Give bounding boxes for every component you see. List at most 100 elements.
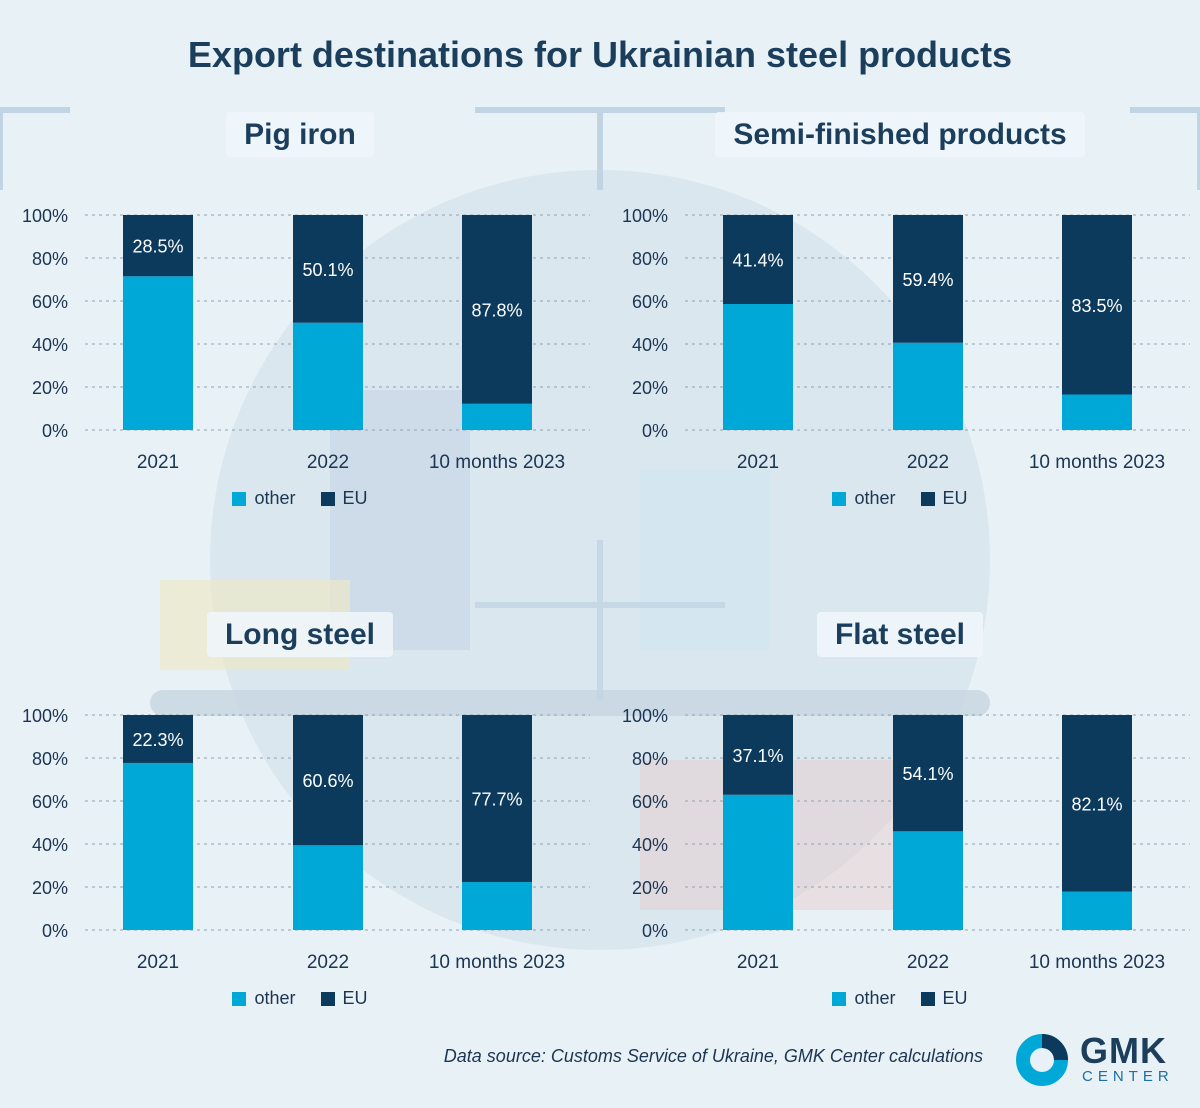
chart-long-steel: 100% 80% 60% 40% 20% 0% 22.3% 2021 60.6% 2022 77.7… — [22, 706, 590, 973]
legend-swatch-eu — [920, 991, 935, 1006]
y-tick-label: 80% — [632, 249, 668, 269]
legend-swatch-other — [832, 991, 847, 1006]
bar-eu — [123, 215, 193, 277]
y-tick-label: 20% — [632, 878, 668, 898]
x-tick-label: 2021 — [137, 452, 179, 473]
bar-eu — [462, 215, 532, 404]
y-tick-label: 60% — [632, 792, 668, 812]
bar-eu — [893, 215, 963, 343]
y-tick-label: 40% — [632, 335, 668, 355]
legend-swatch-other — [832, 491, 847, 506]
bar-eu — [293, 215, 363, 323]
data-label: 50.1% — [302, 260, 353, 280]
x-tick-label: 10 months 2023 — [1029, 952, 1165, 973]
y-tick-label: 0% — [642, 421, 668, 441]
bar-eu — [123, 715, 193, 763]
data-label: 82.1% — [1071, 794, 1122, 814]
y-tick-label: 100% — [22, 206, 68, 226]
legend-swatch-other — [232, 991, 247, 1006]
legend-item-eu: EU — [320, 988, 368, 1009]
y-tick-label: 40% — [32, 335, 68, 355]
y-tick-label: 60% — [32, 792, 68, 812]
data-label: 60.6% — [302, 771, 353, 791]
y-tick-label: 80% — [32, 249, 68, 269]
bar-other — [1062, 394, 1132, 430]
x-tick-label: 10 months 2023 — [1029, 452, 1165, 473]
bar-eu — [462, 715, 532, 883]
bar-other — [462, 403, 532, 430]
x-tick-label: 2021 — [137, 952, 179, 973]
legend-item-other: other — [832, 488, 896, 509]
y-tick-label: 20% — [32, 878, 68, 898]
panel-long-steel: Long steel 100% 80% 60% 40% 20% 0% 22.3% 2021 60… — [0, 600, 600, 1100]
chart-flat-steel: 100% 80% 60% 40% 20% 0% 37.1% 2021 54.1% 2022 82.1… — [622, 706, 1190, 973]
logo-ring-icon — [1016, 1034, 1068, 1086]
chart-semi-finished: 100% 80% 60% 40% 20% 0% 41.4% 2021 59.4% 2022 83.5… — [622, 206, 1190, 473]
bar-other — [893, 831, 963, 930]
panel-title: Long steel — [0, 612, 600, 657]
gmk-center-logo: GMK CENTER — [1014, 1030, 1184, 1090]
legend-swatch-eu — [320, 491, 335, 506]
y-tick-label: 20% — [632, 378, 668, 398]
legend-swatch-eu — [920, 491, 935, 506]
legend-swatch-other — [232, 491, 247, 506]
bar-other — [1062, 891, 1132, 930]
x-tick-label: 2022 — [907, 952, 949, 973]
data-label: 41.4% — [732, 251, 783, 271]
y-tick-label: 0% — [42, 421, 68, 441]
data-label: 37.1% — [732, 746, 783, 766]
legend: other EU — [0, 488, 600, 511]
x-tick-label: 2021 — [737, 452, 779, 473]
y-tick-label: 0% — [42, 921, 68, 941]
legend: other EU — [600, 988, 1200, 1011]
legend-item-eu: EU — [920, 988, 968, 1009]
bar-eu — [723, 715, 793, 795]
panel-title: Pig iron — [0, 112, 600, 157]
data-label: 77.7% — [471, 790, 522, 810]
bar-other — [462, 882, 532, 930]
chart-pig-iron: 100% 80% 60% 40% 20% 0% 28.5% 2021 50.1% 2022 87.8… — [22, 206, 590, 473]
bar-other — [893, 342, 963, 430]
y-tick-label: 60% — [632, 292, 668, 312]
bar-other — [723, 794, 793, 930]
page-title: Export destinations for Ukrainian steel … — [187, 34, 1013, 75]
panel-semi-finished: Semi-finished products 100% 80% 60% 40% 20% 0… — [600, 100, 1200, 600]
legend-item-other: other — [832, 988, 896, 1009]
data-label: 83.5% — [1071, 296, 1122, 316]
x-tick-label: 2022 — [307, 952, 349, 973]
y-tick-label: 100% — [622, 706, 668, 726]
bar-eu — [1062, 715, 1132, 892]
y-tick-label: 80% — [32, 749, 68, 769]
y-tick-label: 40% — [632, 835, 668, 855]
bar-other — [293, 845, 363, 930]
bar-other — [123, 762, 193, 930]
data-label: 28.5% — [132, 237, 183, 257]
y-tick-label: 0% — [642, 921, 668, 941]
bar-eu — [723, 215, 793, 305]
legend-swatch-eu — [320, 991, 335, 1006]
bar-other — [723, 304, 793, 430]
bar-eu — [293, 715, 363, 846]
data-label: 54.1% — [902, 764, 953, 784]
data-source-note: Data source: Customs Service of Ukraine,… — [443, 1046, 983, 1066]
x-tick-label: 2022 — [307, 452, 349, 473]
panel-title: Flat steel — [600, 612, 1200, 657]
data-label: 59.4% — [902, 270, 953, 290]
bar-eu — [893, 715, 963, 832]
legend-item-other: other — [232, 988, 296, 1009]
legend-item-other: other — [232, 488, 296, 509]
data-label: 22.3% — [132, 730, 183, 750]
data-label: 87.8% — [471, 300, 522, 320]
bar-other — [293, 322, 363, 430]
legend: other EU — [0, 988, 600, 1011]
panel-flat-steel: Flat steel 100% 80% 60% 40% 20% 0% 37.1% 2021 54… — [600, 600, 1200, 1100]
legend: other EU — [600, 488, 1200, 511]
logo-subtext: CENTER — [1082, 1068, 1174, 1085]
x-tick-label: 2022 — [907, 452, 949, 473]
legend-item-eu: EU — [920, 488, 968, 509]
legend-item-eu: EU — [320, 488, 368, 509]
x-tick-label: 2021 — [737, 952, 779, 973]
panel-title: Semi-finished products — [600, 112, 1200, 157]
bar-eu — [1062, 215, 1132, 395]
y-tick-label: 60% — [32, 292, 68, 312]
